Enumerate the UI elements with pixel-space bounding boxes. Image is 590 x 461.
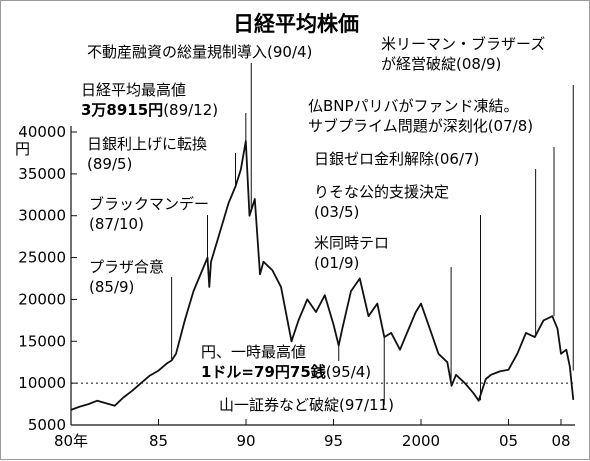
y-unit-label: 円 — [15, 140, 30, 158]
annotation-label: (87/10) — [89, 215, 144, 233]
annotation-label: (01/9) — [314, 254, 359, 272]
annotation: プラザ合意 (85/9) — [89, 258, 173, 361]
annotation-label: 円、一時最高値 — [201, 343, 306, 361]
annotation-label: 不動産融資の総量規制導入(90/4) — [87, 43, 312, 61]
annotation-date: (89/12) — [163, 101, 218, 119]
plot-area — [70, 140, 575, 411]
annotation: 円、一時最高値 1ドル=79円75銭(95/4) — [201, 343, 371, 381]
annotation: 日銀利上げに転換 (89/5) — [87, 135, 236, 187]
annotation-label: プラザ合意 — [89, 258, 164, 276]
y-tick-label: 10000 — [18, 374, 66, 392]
axes: 500010000150002000025000300003500040000円… — [15, 123, 575, 450]
x-tick-label: 90 — [236, 432, 255, 450]
annotation: 日経平均最高値 3万8915円(89/12) — [81, 81, 247, 142]
annotation-label: ブラックマンデー — [89, 195, 209, 213]
y-tick-label: 5000 — [28, 416, 66, 434]
x-tick-label: 05 — [499, 432, 518, 450]
y-tick-label: 25000 — [18, 249, 66, 267]
x-tick-label: 95 — [324, 432, 343, 450]
annotation-label: 1ドル=79円75銭(95/4) — [201, 363, 371, 381]
annotation-label: 山一証券など破綻(97/11) — [219, 396, 394, 414]
annotation: 仏BNPパリバがファンド凍結。サブプライム問題が深刻化(07/8) — [308, 97, 555, 317]
annotation-label: 日銀ゼロ金利解除(06/7) — [314, 150, 479, 168]
x-tick-label: 80年 — [54, 432, 88, 450]
y-tick-label: 40000 — [18, 123, 66, 141]
annotation-label: (85/9) — [89, 278, 134, 296]
chart-title: 日経平均株価 — [233, 12, 359, 36]
annotation: りそな公的支援決定 (03/5) — [314, 183, 481, 401]
series-line — [70, 140, 575, 411]
annotation-date: (95/4) — [326, 363, 371, 381]
y-tick-label: 15000 — [18, 332, 66, 350]
annotation: 不動産融資の総量規制導入(90/4) — [87, 43, 312, 212]
x-tick-label: 85 — [149, 432, 168, 450]
annotation-label: 米同時テロ — [314, 234, 389, 252]
annotation: 山一証券など破綻(97/11) — [219, 337, 394, 414]
annotation-label: 米リーマン・ブラザーズ — [381, 35, 545, 53]
annotations: 日経平均最高値 3万8915円(89/12) 不動産融資の総量規制導入(90/4) 日… — [81, 35, 574, 414]
y-tick-label: 20000 — [18, 290, 66, 308]
annotation: 日銀ゼロ金利解除(06/7) — [314, 150, 537, 337]
annotation-bold-value: 3万8915円 — [81, 101, 163, 119]
annotation-label: サブプライム問題が深刻化(07/8) — [308, 117, 533, 135]
y-tick-label: 35000 — [18, 165, 66, 183]
annotation: ブラックマンデー (87/10) — [89, 195, 209, 258]
annotation: 米同時テロ (01/9) — [314, 234, 452, 386]
annotation-label: (89/5) — [87, 155, 132, 173]
annotation-label: 3万8915円(89/12) — [81, 101, 218, 119]
annotation-label: が経営破綻(08/9) — [381, 55, 501, 73]
annotation-label: 日経平均最高値 — [81, 81, 186, 99]
annotation-label: (03/5) — [314, 203, 359, 221]
annotation-bold-value: 1ドル=79円75銭 — [201, 363, 326, 381]
x-tick-label: 2000 — [402, 432, 440, 450]
annotation-label: 日銀利上げに転換 — [87, 135, 207, 153]
y-tick-label: 30000 — [18, 207, 66, 225]
x-tick-label: 08 — [551, 432, 570, 450]
annotation-label: 仏BNPパリバがファンド凍結。 — [308, 97, 519, 115]
annotation-label: りそな公的支援決定 — [314, 183, 449, 201]
